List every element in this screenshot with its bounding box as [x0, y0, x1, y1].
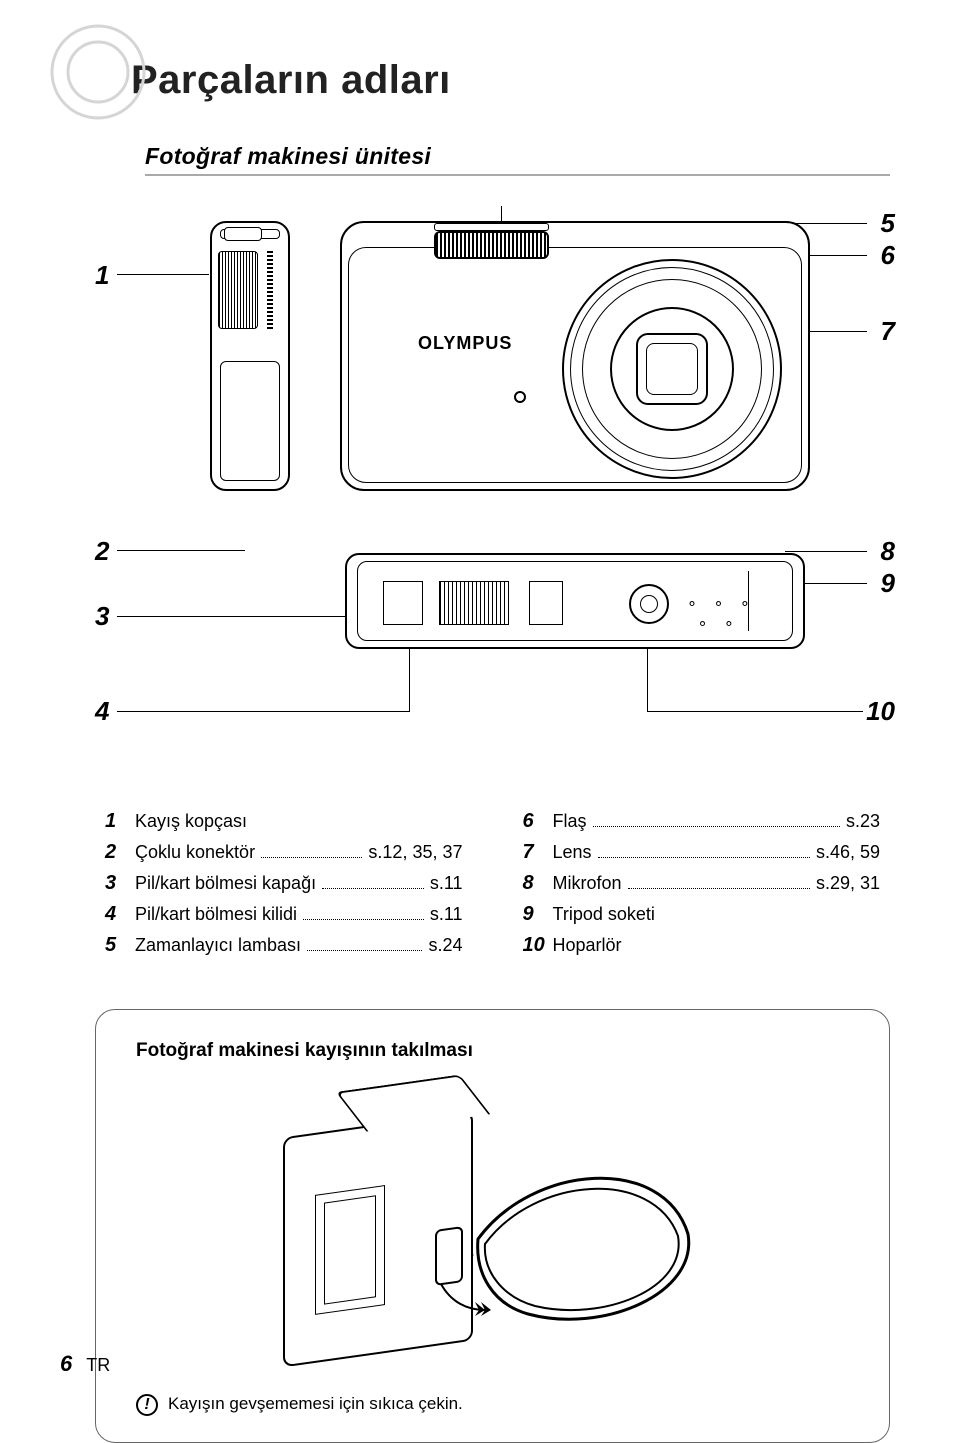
page-title: Parçaların adları — [131, 58, 890, 103]
part-name: Pil/kart bölmesi kilidi — [135, 901, 297, 929]
part-number: 6 — [523, 806, 553, 837]
parts-list: 1Kayış kopçası2Çoklu konektör s.12, 35, 3… — [105, 806, 880, 961]
callout-8: 8 — [881, 536, 895, 567]
camera-front-view: OLYMPUS — [340, 221, 810, 491]
part-name: Pil/kart bölmesi kapağı — [135, 870, 316, 898]
strap-title: Fotoğraf makinesi kayışının takılması — [136, 1040, 849, 1062]
part-page: s.46, 59 — [816, 839, 880, 867]
part-name: Çoklu konektör — [135, 839, 255, 867]
part-page: s.29, 31 — [816, 870, 880, 898]
part-number: 2 — [105, 837, 135, 868]
part-number: 7 — [523, 837, 553, 868]
part-name: Tripod soketi — [553, 901, 655, 929]
part-name: Mikrofon — [553, 870, 622, 898]
section-subtitle: Fotoğraf makinesi ünitesi — [145, 143, 890, 170]
callout-4: 4 — [95, 696, 109, 727]
camera-bottom-view: ∘ ∘ ∘ ∘ ∘ — [345, 553, 805, 649]
parts-row: 2Çoklu konektör s.12, 35, 37 — [105, 837, 463, 868]
callout-2: 2 — [95, 536, 109, 567]
strap-figure — [253, 1084, 733, 1374]
parts-row: 9Tripod soketi — [523, 899, 881, 930]
part-number: 3 — [105, 868, 135, 899]
parts-row: 4Pil/kart bölmesi kilidi s.11 — [105, 899, 463, 930]
part-name: Hoparlör — [553, 932, 622, 960]
page-lang: TR — [86, 1355, 110, 1376]
page-footer: 6 TR — [60, 1351, 110, 1377]
watermark-icon — [50, 24, 146, 120]
part-page: s.24 — [428, 932, 462, 960]
part-name: Kayış kopçası — [135, 808, 247, 836]
part-page: s.11 — [430, 901, 463, 929]
part-number: 9 — [523, 899, 553, 930]
strap-note: Kayışın gevşememesi için sıkıca çekin. — [168, 1394, 463, 1414]
camera-diagram: 1 2 3 4 5 6 7 8 9 10 — [95, 206, 895, 786]
part-page: s.23 — [846, 808, 880, 836]
part-number: 8 — [523, 868, 553, 899]
part-name: Lens — [553, 839, 592, 867]
callout-9: 9 — [881, 568, 895, 599]
parts-row: 5Zamanlayıcı lambası s.24 — [105, 930, 463, 961]
part-number: 5 — [105, 930, 135, 961]
callout-7: 7 — [881, 316, 895, 347]
callout-3: 3 — [95, 601, 109, 632]
parts-row: 10Hoparlör — [523, 930, 881, 961]
parts-row: 8Mikrofon s.29, 31 — [523, 868, 881, 899]
camera-side-view — [210, 221, 290, 491]
strap-instruction-box: Fotoğraf makinesi kayışının takılması ! … — [95, 1009, 890, 1443]
part-number: 4 — [105, 899, 135, 930]
callout-5: 5 — [881, 208, 895, 239]
callout-6: 6 — [881, 240, 895, 271]
part-page: s.11 — [430, 870, 463, 898]
subtitle-rule — [145, 174, 890, 176]
parts-row: 6Flaş s.23 — [523, 806, 881, 837]
parts-row: 7Lens s.46, 59 — [523, 837, 881, 868]
callout-1: 1 — [95, 260, 109, 291]
parts-row: 1Kayış kopçası — [105, 806, 463, 837]
part-name: Zamanlayıcı lambası — [135, 932, 301, 960]
brand-label: OLYMPUS — [418, 333, 512, 354]
callout-10: 10 — [866, 696, 895, 727]
note-icon: ! — [136, 1394, 158, 1416]
part-number: 1 — [105, 806, 135, 837]
part-number: 10 — [523, 930, 553, 961]
part-name: Flaş — [553, 808, 587, 836]
parts-row: 3Pil/kart bölmesi kapağı s.11 — [105, 868, 463, 899]
part-page: s.12, 35, 37 — [368, 839, 462, 867]
page-number: 6 — [60, 1351, 72, 1377]
